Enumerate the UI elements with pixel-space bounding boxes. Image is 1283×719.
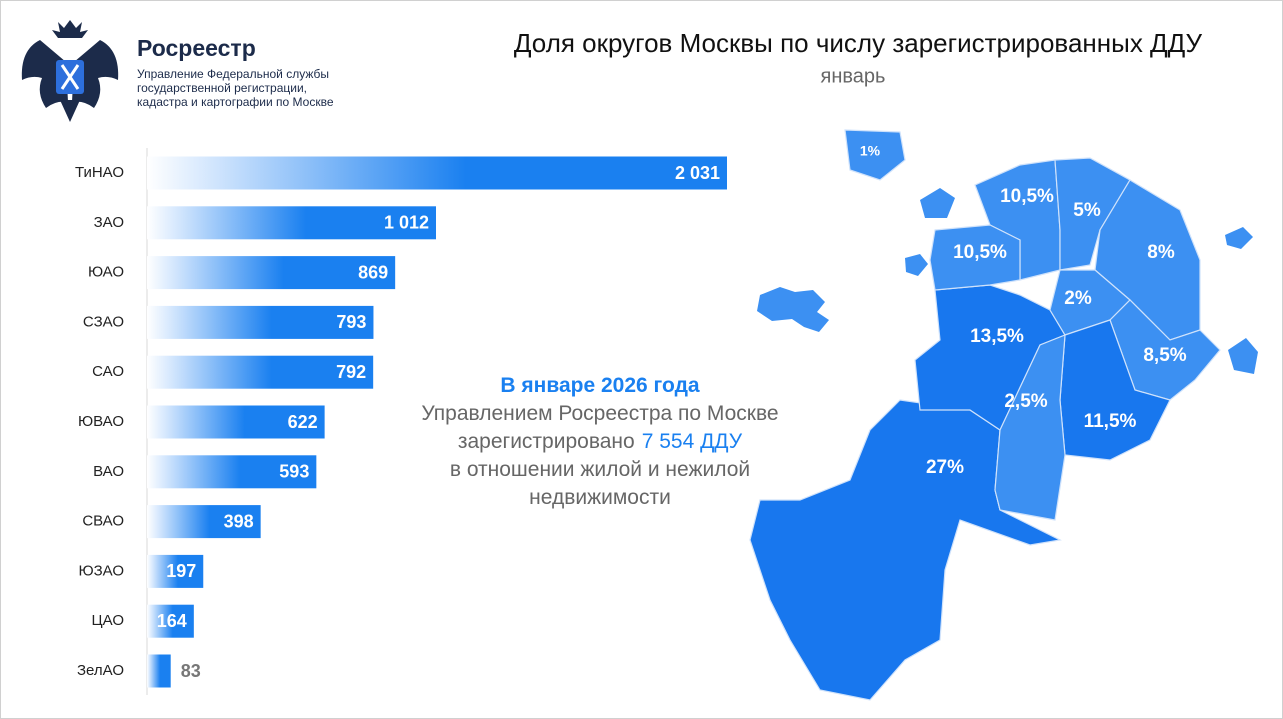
map-share-label: 11,5% (1084, 411, 1137, 432)
value-label: 793 (336, 312, 366, 332)
chart-title: Доля округов Москвы по числу зарегистрир… (514, 28, 1203, 58)
map-share-label: 10,5% (953, 242, 1007, 263)
category-label: ЮЗАО (78, 562, 124, 579)
annotation-line: зарегистрировано 7 554 ДДУ (458, 430, 743, 453)
bar (147, 256, 396, 290)
category-label: СВАО (82, 513, 124, 530)
category-label: ЗелАО (77, 662, 124, 679)
org-subtitle: государственной регистрации, (137, 81, 307, 95)
value-label: 622 (288, 412, 318, 432)
emblem (21, 20, 119, 122)
map-share-label: 2,5% (1004, 391, 1047, 412)
bar (147, 156, 727, 190)
chart-subtitle: январь (821, 65, 886, 87)
annotation-text: 7 554 ДДУ (642, 430, 743, 453)
org-subtitle: кадастра и картографии по Москве (137, 95, 334, 109)
map-region (1054, 157, 1131, 271)
annotation-text: зарегистрировано (458, 430, 635, 453)
value-label: 2 031 (675, 163, 720, 183)
map-share-label: 5% (1073, 200, 1101, 221)
map: 27% 13,5% 10,5% 10,5% 5% 8% 2% 8,5% 11,5% 2,5% 1% (749, 129, 1221, 701)
map-share-label: 10,5% (1000, 186, 1054, 207)
value-label: 398 (224, 511, 254, 531)
category-label: ВАО (93, 463, 124, 480)
annotation-line: В январе 2026 года (500, 374, 699, 397)
category-label: СЗАО (83, 313, 124, 330)
value-label: 197 (166, 561, 196, 581)
annotation-text: Управлением Росреестра по Москве (421, 402, 778, 425)
annotation-line: недвижимости (529, 486, 671, 509)
annotation-text: в отношении жилой и нежилой (450, 458, 750, 481)
category-label: ЮАО (88, 264, 124, 281)
bar (147, 206, 437, 240)
value-label: 869 (358, 262, 388, 282)
map-share-label: 13,5% (970, 326, 1024, 347)
category-label: САО (92, 363, 124, 380)
category-label: ЦАО (92, 612, 124, 629)
map-share-label: 8% (1147, 242, 1175, 263)
bar (147, 604, 194, 638)
value-label: 792 (336, 362, 366, 382)
bar (147, 405, 325, 439)
map-share-label: 27% (926, 457, 964, 478)
value-label: 1 012 (384, 213, 429, 233)
annotation-text: В январе 2026 года (500, 374, 699, 397)
value-label: 164 (157, 611, 187, 631)
value-label: 83 (181, 661, 201, 681)
value-label: 593 (279, 462, 309, 482)
org-name: Росреестр (137, 35, 256, 61)
bar (147, 554, 204, 588)
map-region (994, 334, 1066, 521)
org-subtitle: Управление Федеральной службы (137, 67, 329, 81)
bar-chart: ТиНАО 2 031 ЗАО 1 012 ЮАО 869 СЗАО 793 САО 792 ЮВА… (75, 156, 727, 688)
annotation-text: недвижимости (529, 486, 671, 509)
map-region (929, 224, 1021, 291)
bar (147, 355, 374, 389)
map-share-label: 8,5% (1143, 345, 1186, 366)
map-region (844, 129, 906, 181)
bar (147, 505, 261, 539)
map-share-label: 1% (860, 143, 881, 159)
category-label: ТиНАО (75, 164, 124, 181)
map-fragments (757, 188, 1258, 374)
bar (147, 455, 317, 489)
annotation-line: Управлением Росреестра по Москве (421, 402, 778, 425)
category-label: ЮВАО (78, 413, 124, 430)
annotation-line: в отношении жилой и нежилой (450, 458, 750, 481)
bar (147, 305, 374, 339)
map-share-label: 2% (1064, 288, 1092, 309)
annotation: В январе 2026 года Управлением Росреестра… (421, 374, 778, 509)
bar (147, 654, 171, 688)
category-label: ЗАО (94, 214, 124, 231)
